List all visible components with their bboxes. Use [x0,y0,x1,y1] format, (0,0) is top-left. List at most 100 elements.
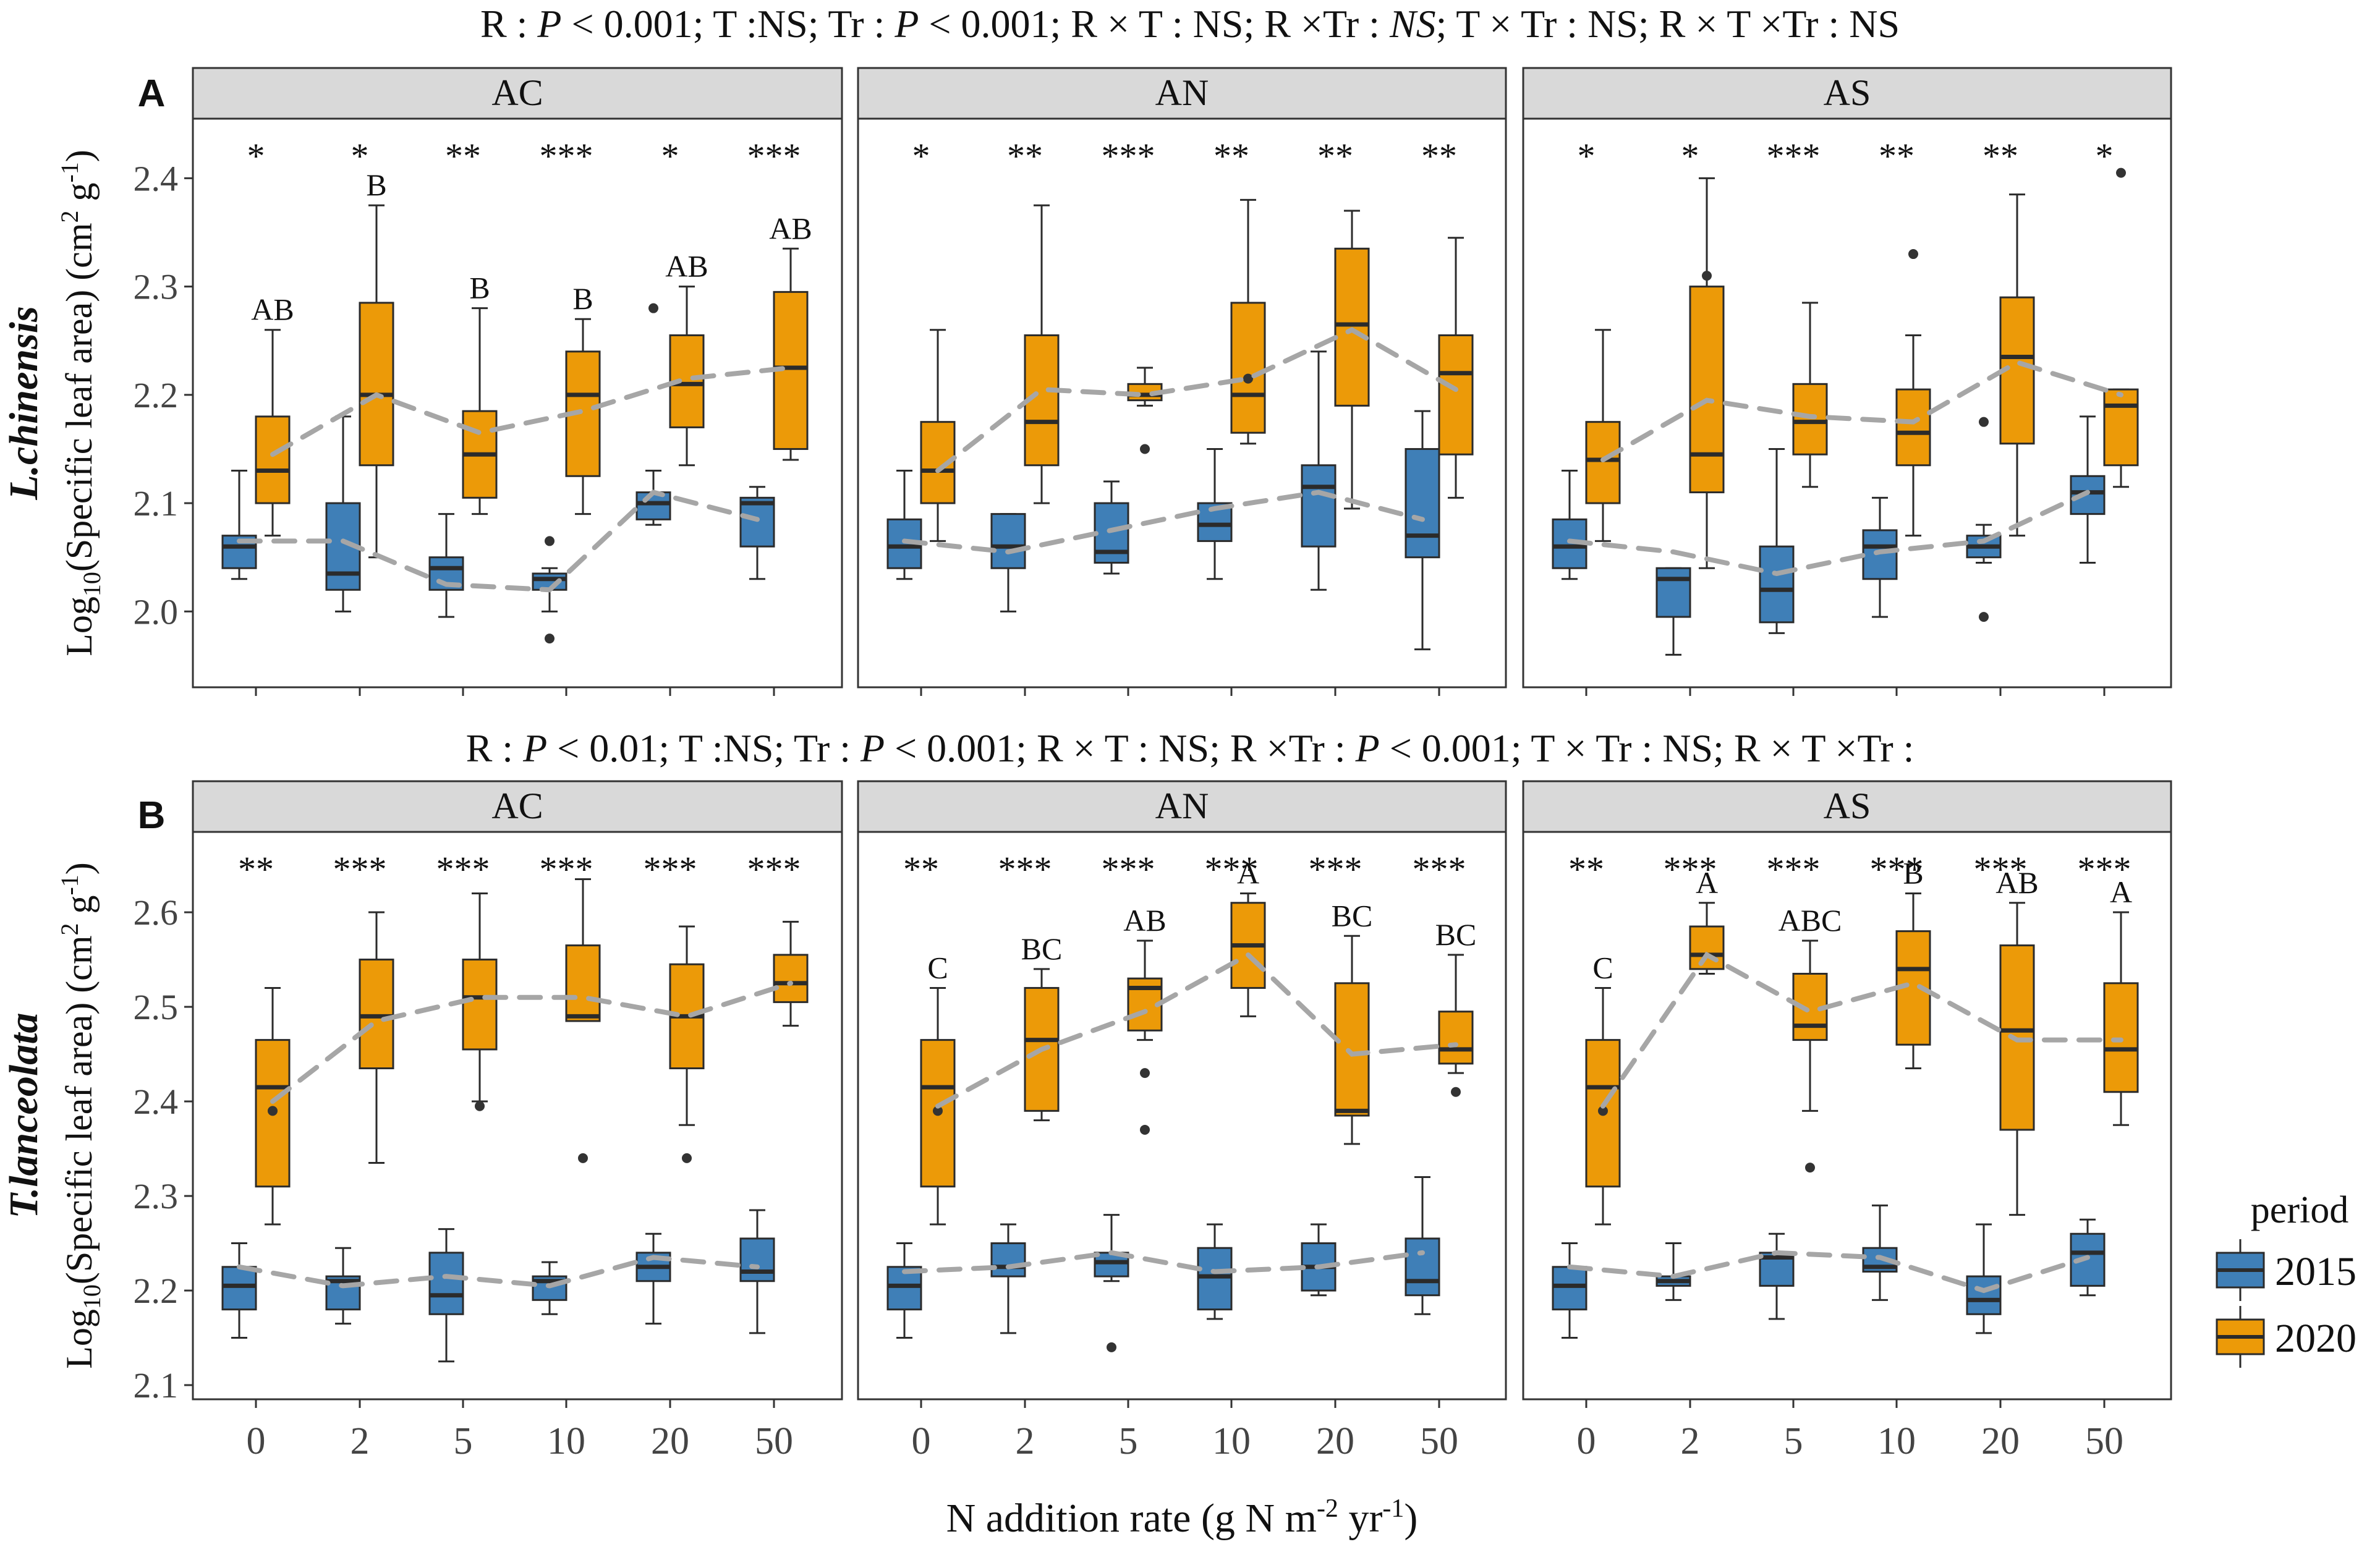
stats-rt: < 0.001; R × T : NS; R ×Tr : [885,726,1356,770]
significance-stars: * [661,136,679,176]
significance-stars: *** [1413,849,1466,889]
stats-p: P [860,726,885,770]
stats-rtr: P [1355,726,1380,770]
box-2015 [886,1266,922,1311]
panel-A-AC: AC*AB*B**B***B*AB***AB [192,67,843,696]
facet-strip [857,780,1507,833]
significance-stars: *** [1205,849,1259,889]
box-2020 [462,959,498,1051]
trend-line-2015 [237,490,760,593]
x-tick-label: 20 [651,1420,689,1462]
xlabel-mid: yr [1338,1496,1383,1541]
trend-line-2015 [237,1255,760,1289]
y-tick-label: 2.1 [134,1365,179,1405]
significance-stars: * [2096,136,2114,176]
panel-border [857,831,1507,1401]
significance-stars: *** [540,849,593,889]
facet-strip [192,67,843,120]
trend-line-2015 [1567,1250,2090,1294]
legend-label-2020: 2020 [2275,1316,2357,1361]
stats-p: P [894,2,919,46]
box-2015 [1655,567,1691,618]
significance-stars: *** [1102,849,1155,889]
ylabel-sup: 2 [56,211,83,223]
outlier-2015 [1979,612,1989,622]
panel-border [857,117,1507,689]
outlier-2015 [1979,417,1989,427]
x-tick-label: 5 [454,1420,473,1462]
outlier-2015 [545,634,555,644]
significance-stars: * [1681,136,1699,176]
trend-line-2020 [270,365,793,457]
facet-strip [192,780,843,833]
significance-stars: ** [1879,136,1915,176]
group-letter: C [1592,950,1613,985]
group-letter: ABC [1779,903,1842,938]
group-letter: B [1903,855,1923,890]
box-2020 [359,959,394,1070]
box-2020 [1999,296,2035,445]
panel-border [1522,117,2172,689]
x-tick-label: 20 [1316,1420,1354,1462]
x-tick-label: 5 [1119,1420,1138,1462]
facet-strip [1522,67,2172,120]
x-tick-label: 2 [1016,1420,1035,1462]
x-tick-label: 50 [2085,1420,2123,1462]
x-tick-label: 2 [351,1420,370,1462]
y-tick-label: 2.5 [134,987,179,1027]
outlier-2020 [1908,249,1918,260]
outlier-2020 [1805,1163,1815,1173]
ylabel-sub: 10 [78,1284,106,1309]
trend-line-2020 [935,327,1458,473]
ylabel-end: ) [59,862,100,875]
significance-stars: *** [2078,849,2131,889]
x-tick-label: 0 [1577,1420,1596,1462]
outlier-2020 [578,1153,588,1163]
legend-label-2015: 2015 [2275,1249,2357,1294]
ylabel-sup: 2 [56,923,83,936]
group-letter: AB [769,211,812,245]
facet-strip-label: AC [491,786,543,826]
group-letter: B [572,281,593,316]
box-2015 [739,1237,775,1282]
box-2015 [635,491,671,520]
significance-stars: ** [903,849,939,889]
box-2020 [1438,334,1474,456]
significance-stars: *** [540,136,593,176]
xlabel-sup: -2 [1317,1494,1338,1523]
significance-stars: *** [1102,136,1155,176]
significance-stars: ** [445,136,481,176]
panel-border [192,117,843,689]
stats-rtr: NS [1389,2,1436,46]
x-tick-label: 10 [547,1420,585,1462]
trend-line-2020 [1600,951,2123,1109]
outlier-2020 [933,1106,943,1116]
outlier-2020 [2116,167,2126,178]
significance-stars: *** [1309,849,1362,889]
outlier-2020 [268,1106,278,1116]
box-2015 [990,513,1026,569]
x-tick-label: 50 [755,1420,793,1462]
significance-stars: *** [998,849,1052,889]
panel-A-AN: AN* ** *** ** ** ** [857,67,1507,696]
box-2015 [1405,1237,1440,1297]
trend-line-2015 [1567,490,2090,577]
significance-stars: *** [1974,849,2028,889]
significance-stars: * [351,136,369,176]
significance-stars: ** [1568,849,1604,889]
significance-stars: ** [1421,136,1457,176]
facet-strip-label: AN [1155,72,1209,113]
significance-stars: * [247,136,265,176]
group-letter: B [469,271,490,305]
xlabel-sup: -1 [1382,1494,1404,1523]
x-tick-label: 2 [1681,1420,1700,1462]
panel-B-AC: AC** *** *** *** *** ***0 2 5 10 20 50 [192,780,843,1462]
panel-border [192,831,843,1401]
facet-strip-label: AN [1155,786,1209,826]
box-2020 [1792,383,1828,456]
ylabel-mid: g [59,896,100,923]
outlier-2020 [1140,1068,1150,1079]
group-letter: BC [1021,931,1063,966]
box-2015 [990,1242,1026,1278]
significance-stars: *** [1664,849,1717,889]
